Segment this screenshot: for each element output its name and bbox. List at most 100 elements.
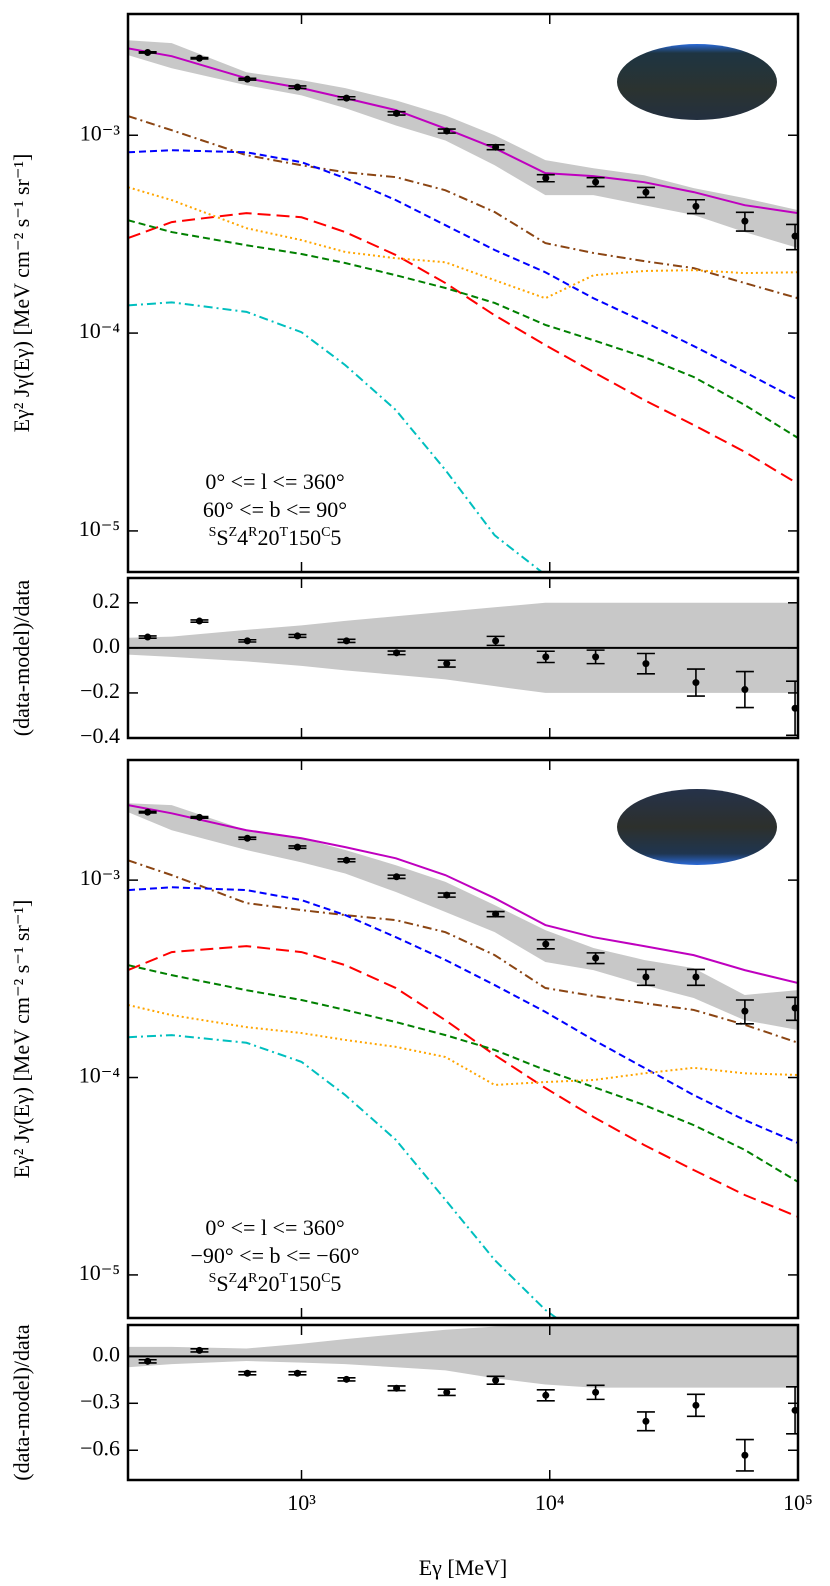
data-point <box>195 54 203 62</box>
model-label-part: T <box>280 525 289 540</box>
data-point <box>492 637 500 645</box>
data-point <box>393 1384 401 1392</box>
data-point <box>144 48 152 56</box>
plot-area <box>128 602 798 737</box>
y-tick-label: 10⁻⁴ <box>79 318 121 343</box>
model-label-part: S <box>216 1271 228 1296</box>
model-line <box>128 1034 559 1318</box>
model-label-part: C <box>321 1271 330 1286</box>
model-label-part: Z <box>229 525 238 540</box>
x-tick-label: 10⁵ <box>783 1490 813 1515</box>
model-line <box>128 1004 798 1086</box>
y-tick-label: 10⁻³ <box>80 120 121 145</box>
data-point <box>293 83 301 91</box>
model-label-part: S <box>209 525 217 540</box>
plot-area <box>128 1325 798 1472</box>
data-point <box>592 1388 600 1396</box>
axes-frame <box>126 1323 800 1482</box>
data-point <box>343 637 351 645</box>
model-label-part: R <box>248 525 258 540</box>
y-tick-label: 0.0 <box>93 633 121 658</box>
data-point <box>443 660 451 668</box>
model-line <box>128 859 798 1044</box>
data-point <box>393 649 401 657</box>
model-line <box>128 212 798 485</box>
data-point <box>144 633 152 641</box>
data-point <box>443 1388 451 1396</box>
model-label-part: Z <box>229 1271 238 1286</box>
data-point <box>492 143 500 151</box>
y-axis-label: (data-model)/data <box>9 580 34 737</box>
data-point <box>443 127 451 135</box>
data-point <box>293 1369 301 1377</box>
model-label-part: R <box>248 1271 258 1286</box>
data-point <box>195 1346 203 1354</box>
model-label-part: 4 <box>237 1271 248 1296</box>
data-point <box>592 653 600 661</box>
data-point <box>443 891 451 899</box>
model-label-part: 150 <box>288 525 321 550</box>
y-tick-label: 10⁻⁵ <box>79 516 120 541</box>
model-line <box>128 945 798 1218</box>
data-point <box>741 1007 749 1015</box>
uncertainty-band <box>128 40 798 249</box>
data-point <box>741 686 749 694</box>
model-label-part: T <box>280 1271 289 1286</box>
model-label-part: C <box>321 525 330 540</box>
data-point <box>791 232 798 240</box>
data-point <box>393 109 401 117</box>
data-point <box>293 632 301 640</box>
data-point <box>195 813 203 821</box>
axes-frame <box>126 12 800 574</box>
data-point <box>692 1401 700 1409</box>
annotation: 60° <= b <= 90° <box>203 497 347 522</box>
sky-map-inset <box>617 44 777 120</box>
model-label-part: 5 <box>330 1271 341 1296</box>
model-label-part: 4 <box>237 525 248 550</box>
y-axis-label: (data-model)/data <box>9 1324 34 1481</box>
y-axis-label: Eγ² Jγ(Eγ) [MeV cm⁻² s⁻¹ sr⁻¹] <box>9 154 34 433</box>
data-point <box>243 637 251 645</box>
y-tick-label: 10⁻³ <box>80 865 121 890</box>
axes-frame <box>126 758 800 1320</box>
data-point <box>642 660 650 668</box>
y-tick-label: 10⁻⁴ <box>79 1063 121 1088</box>
data-point <box>692 202 700 210</box>
y-tick-label: −0.2 <box>80 678 120 703</box>
x-tick-label: 10⁴ <box>535 1490 565 1515</box>
model-label-part: S <box>209 1271 217 1286</box>
data-point <box>492 910 500 918</box>
data-point <box>592 954 600 962</box>
y-axis-label: Eγ² Jγ(Eγ) [MeV cm⁻² s⁻¹ sr⁻¹] <box>9 900 34 1179</box>
y-tick-label: −0.6 <box>80 1435 120 1460</box>
data-point <box>393 873 401 881</box>
data-point <box>542 940 550 948</box>
model-label: SSZ4R20T150C5 <box>209 525 342 550</box>
data-point <box>144 808 152 816</box>
annotation: −90° <= b <= −60° <box>190 1243 359 1268</box>
model-label-part: 20 <box>258 1271 280 1296</box>
model-line <box>128 886 798 1144</box>
data-point <box>542 653 550 661</box>
data-point <box>791 704 798 712</box>
data-point <box>195 617 203 625</box>
model-line <box>128 115 798 300</box>
data-point <box>243 1369 251 1377</box>
model-line <box>128 301 544 572</box>
y-tick-label: 0.0 <box>93 1341 121 1366</box>
data-point <box>293 843 301 851</box>
model-line <box>128 804 798 985</box>
data-point <box>642 1417 650 1425</box>
data-point <box>791 1004 798 1012</box>
model-label-part: S <box>216 525 228 550</box>
model-label-part: 5 <box>330 525 341 550</box>
data-point <box>343 1375 351 1383</box>
uncertainty-band <box>128 803 798 1031</box>
data-point <box>542 174 550 182</box>
annotation: 0° <= l <= 360° <box>205 469 344 494</box>
annotation: 0° <= l <= 360° <box>205 1215 344 1240</box>
data-point <box>741 1451 749 1459</box>
y-tick-label: −0.4 <box>80 723 120 748</box>
data-point <box>692 973 700 981</box>
model-label: SSZ4R20T150C5 <box>209 1271 342 1296</box>
